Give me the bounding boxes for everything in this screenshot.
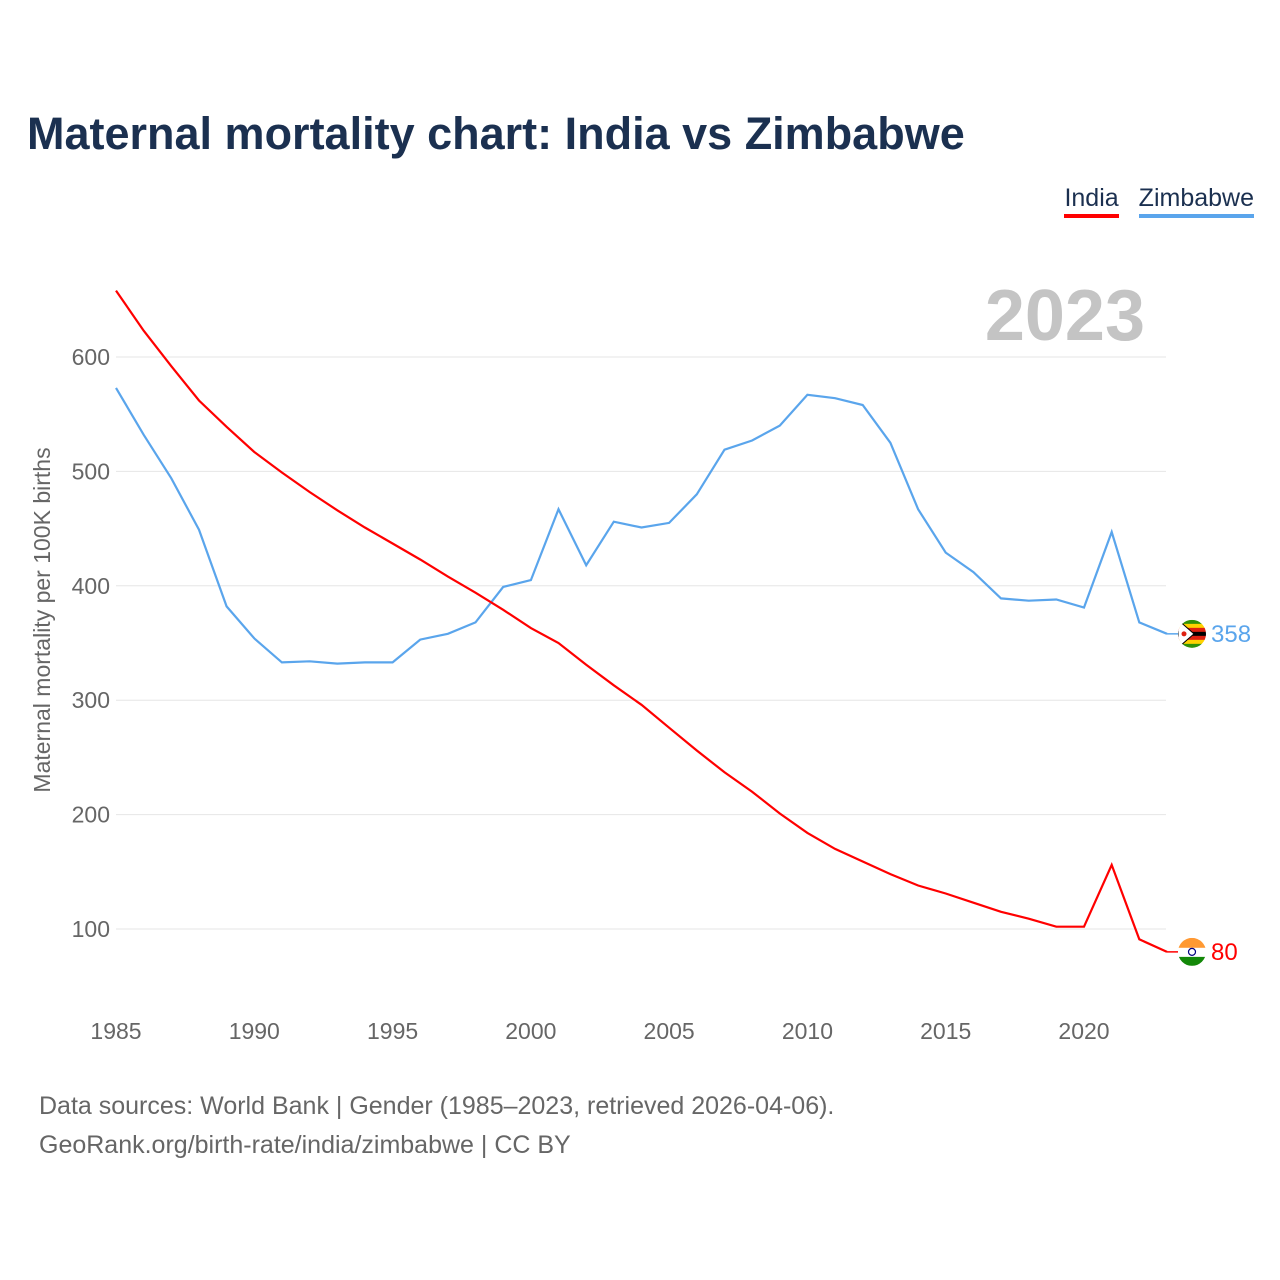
legend-zimbabwe[interactable]: Zimbabwe bbox=[1138, 184, 1254, 218]
x-tick-label: 2010 bbox=[782, 1018, 833, 1044]
footer-sources: Data sources: World Bank | Gender (1985–… bbox=[39, 1092, 835, 1120]
end-value-label: 80 bbox=[1211, 939, 1238, 966]
series-line-zimbabwe bbox=[115, 387, 1168, 665]
footer-link[interactable]: GeoRank.org/birth-rate/india/zimbabwe | … bbox=[39, 1131, 571, 1159]
y-tick-label: 100 bbox=[72, 916, 110, 942]
y-axis-label: Maternal mortality per 100K births bbox=[29, 447, 55, 792]
legend: India Zimbabwe bbox=[1064, 184, 1254, 218]
x-tick-label: 2005 bbox=[644, 1018, 695, 1044]
footer: Data sources: World Bank | Gender (1985–… bbox=[39, 1087, 834, 1165]
end-value-label: 358 bbox=[1211, 621, 1251, 648]
zimbabwe-flag-icon bbox=[1178, 619, 1206, 648]
x-tick-label: 1990 bbox=[229, 1018, 280, 1044]
x-tick-label: 1995 bbox=[367, 1018, 418, 1044]
chart-title: Maternal mortality chart: India vs Zimba… bbox=[27, 108, 965, 159]
y-tick-label: 300 bbox=[72, 687, 110, 713]
x-tick-label: 2000 bbox=[505, 1018, 556, 1044]
x-tick-label: 2020 bbox=[1058, 1018, 1109, 1044]
series-line-india bbox=[115, 289, 1168, 953]
y-tick-label: 600 bbox=[72, 344, 110, 370]
y-tick-label: 500 bbox=[72, 458, 110, 484]
x-tick-label: 2015 bbox=[920, 1018, 971, 1044]
year-label: 2023 bbox=[985, 276, 1145, 356]
india-flag-icon bbox=[1178, 937, 1206, 966]
legend-india[interactable]: India bbox=[1064, 184, 1119, 218]
y-tick-label: 400 bbox=[72, 573, 110, 599]
x-tick-label: 1985 bbox=[90, 1018, 141, 1044]
y-tick-label: 200 bbox=[72, 802, 110, 828]
